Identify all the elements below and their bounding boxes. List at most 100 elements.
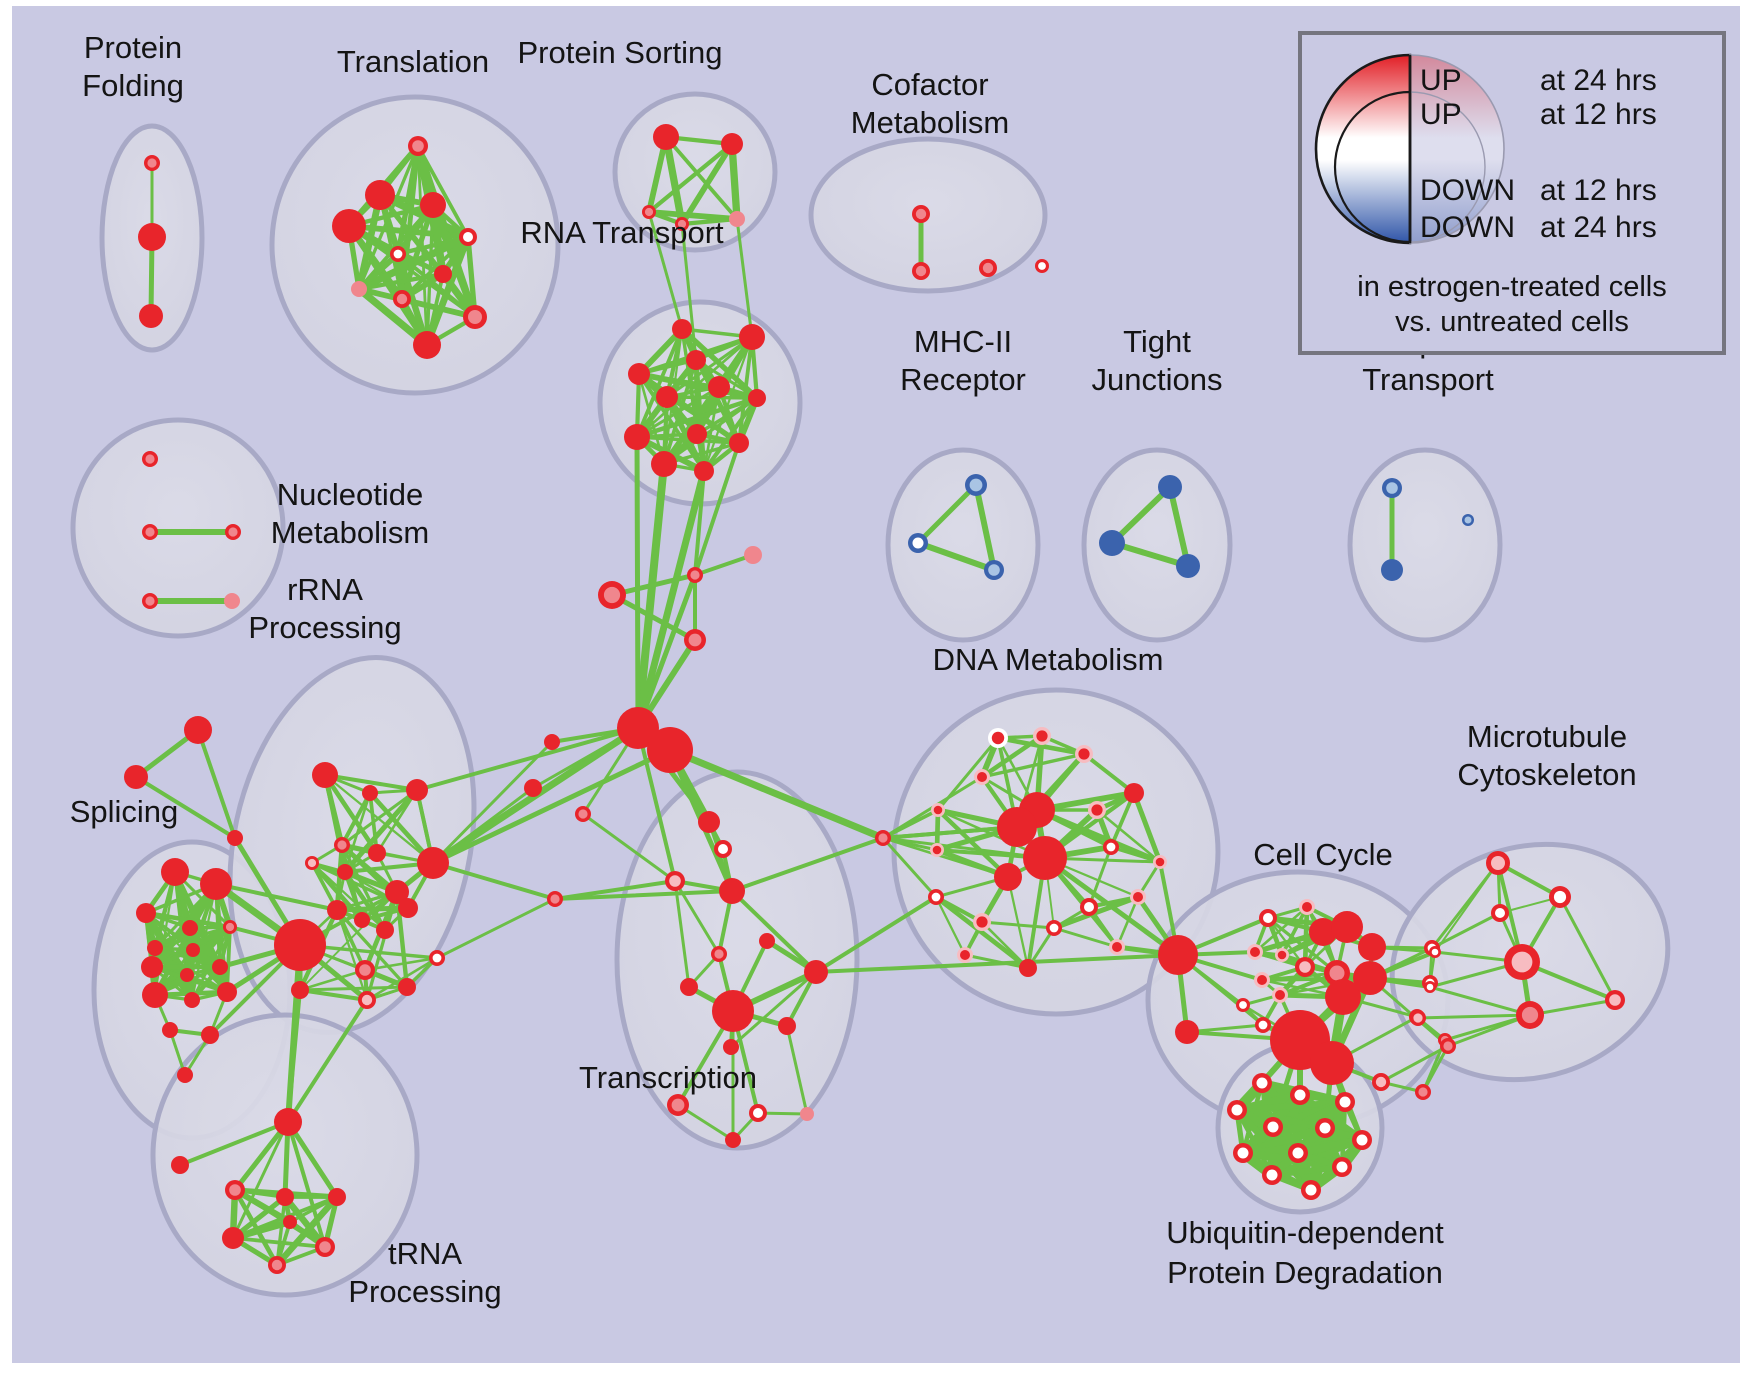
node-core-dna-metabolism [1133, 892, 1143, 902]
node-R-rrna-processing [274, 919, 326, 971]
node-R-rrna-processing [327, 900, 347, 920]
node-core-dna-metabolism [977, 772, 987, 782]
node-core-microtubule-cytoskeleton [1609, 994, 1621, 1006]
node-R-interstitial [617, 707, 659, 749]
edge-microtubule-cytoskeleton [1443, 1013, 1532, 1042]
legend-time-label: at 12 hrs [1540, 174, 1657, 207]
node-R-rna-transport [694, 461, 714, 481]
node-core-rrna-processing [359, 964, 371, 976]
edge-transcription [673, 879, 691, 989]
node-R-dna-metabolism [997, 807, 1037, 847]
node-core-dna-metabolism [931, 892, 941, 902]
node-core-cell-cycle [1257, 975, 1267, 985]
node-R-splicing [217, 982, 237, 1002]
node-core-dna-metabolism [1084, 902, 1094, 912]
node-R-protein-folding [138, 223, 166, 251]
node-core-dna-metabolism [1049, 923, 1059, 933]
cluster-label-mhc-ii-receptor: Receptor [900, 362, 1026, 397]
node-R-transcription [804, 960, 828, 984]
edge-rrna-processing [298, 968, 367, 992]
node-core-cofactor-metabolism [915, 265, 927, 277]
edge-trna-processing [232, 1119, 291, 1193]
edge-rrna-processing [363, 956, 439, 972]
node-R-rrna-processing [291, 981, 309, 999]
node-core-translation [393, 249, 403, 259]
node-core-interstitial [1418, 1087, 1428, 1097]
node-core-rrna-processing [307, 858, 317, 868]
node-core-microtubule-cytoskeleton [1521, 1006, 1539, 1024]
node-R-splicing [182, 920, 198, 936]
node-core-interstitial [690, 570, 700, 580]
edge-dna-metabolism [1095, 808, 1162, 864]
link-edge [730, 836, 885, 893]
node-R-rrna-processing [398, 978, 416, 996]
edge-dna-metabolism [1082, 752, 1136, 795]
node-core-transcription [718, 844, 728, 854]
node-core-cofactor-metabolism [915, 208, 927, 220]
node-core-translation [412, 140, 424, 152]
link-edge [431, 861, 557, 901]
edge-protein-sorting [662, 133, 686, 228]
edge-rna-transport [702, 335, 754, 473]
node-core-trna-processing [271, 1259, 283, 1271]
cluster-label-microtubule-cytoskeleton: Cytoskeleton [1457, 757, 1636, 792]
link-edge [286, 988, 302, 1124]
edge-translation [399, 296, 478, 320]
edge-microtubule-cytoskeleton [1434, 862, 1499, 953]
node-R-cell-cycle [1175, 1020, 1199, 1044]
link-edge [647, 210, 684, 331]
cluster-label-protein-folding: Folding [82, 68, 184, 103]
node-core-dna-metabolism [878, 833, 888, 843]
edge-microtubule-cytoskeleton [1528, 998, 1617, 1017]
node-R-trna-processing [222, 1227, 244, 1249]
node-R-transcription [712, 990, 754, 1032]
cluster-label-tight-junctions: Junctions [1092, 362, 1223, 397]
link-edge [553, 889, 734, 901]
node-core-translation [463, 232, 473, 242]
edge-protein-sorting [646, 141, 735, 215]
edge-interstitial [1379, 1044, 1450, 1084]
cluster-label-mhc-ii-receptor: MHC-II [914, 324, 1012, 359]
node-R-rna-transport [729, 433, 749, 453]
node-R-rna-transport [686, 350, 706, 370]
node-core-protein-sorting [644, 207, 654, 217]
node-core-trna-processing [229, 1184, 241, 1196]
node-P-transcription [800, 1107, 814, 1121]
node-core-protein-folding [147, 158, 157, 168]
edge-translation [355, 285, 431, 349]
node-core-dna-metabolism [933, 805, 943, 815]
node-P-interstitial [744, 546, 762, 564]
edge-dna-metabolism [881, 836, 938, 899]
node-R-interstitial [647, 727, 693, 773]
cluster-label-microtubule-cytoskeleton: Microtubule [1467, 719, 1627, 754]
edge-rna-transport [634, 395, 760, 440]
node-R-rrna-processing [398, 898, 418, 918]
edge-rrna-processing [340, 791, 372, 847]
node-core-microtubule-cytoskeleton [1491, 856, 1505, 870]
node-R-transcription [725, 1132, 741, 1148]
cluster-label-rna-transport: RNA Transport [520, 215, 724, 250]
edge-dna-metabolism [1006, 875, 1030, 970]
node-core-rrna-processing [432, 953, 442, 963]
node-R-splicing [186, 943, 200, 957]
node-R-rrna-processing [406, 779, 428, 801]
edge-protein-sorting [679, 216, 740, 227]
node-R-splicing [201, 1026, 219, 1044]
node-P-protein-sorting [729, 211, 745, 227]
node-R-splicing [200, 868, 232, 900]
edge-rna-transport [665, 395, 759, 400]
edge-mhc-ii-receptor [915, 540, 997, 573]
node-core-cell-cycle [1277, 950, 1287, 960]
edge-rrna-processing [375, 788, 419, 855]
edge-interstitial [196, 728, 237, 840]
node-R-dna-metabolism [994, 863, 1022, 891]
legend-inner-ring-left [1333, 90, 1412, 244]
node-core-ubiquitin-degradation [1266, 1169, 1278, 1181]
edge-rna-transport [701, 395, 760, 474]
link-edge [634, 467, 708, 732]
node-core-dna-metabolism [1112, 942, 1122, 952]
node-R-splicing [147, 940, 163, 956]
edge-trna-processing [231, 1120, 290, 1240]
legend-outer-ring-left [1314, 53, 1412, 245]
